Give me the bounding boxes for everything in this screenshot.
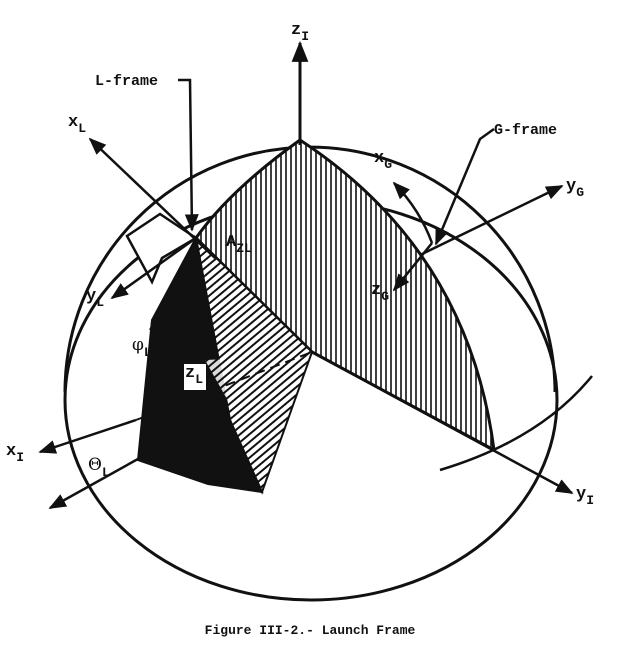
dark-sector-light-streak xyxy=(205,356,300,440)
g-frame-plane xyxy=(194,138,496,453)
y-i-label: yI xyxy=(576,485,594,508)
theta-l-ray xyxy=(48,418,209,510)
figure-caption: Figure III-2.- Launch Frame xyxy=(205,623,416,638)
a-zl-label: AZL xyxy=(226,233,252,256)
y-l-label: yL xyxy=(86,287,104,310)
g-frame-label: G-frame xyxy=(494,122,557,139)
z-g-label: zG xyxy=(371,281,389,304)
x-i-axis xyxy=(38,418,137,454)
g-frame-leader xyxy=(434,127,495,246)
l-frame-dashed-edge xyxy=(149,237,197,331)
x-g-axis xyxy=(392,181,434,244)
x-i-label: xI xyxy=(6,442,24,465)
rotation-arc xyxy=(439,375,593,472)
y-g-label: yG xyxy=(566,177,584,200)
x-g-label: xG xyxy=(374,149,392,172)
y-g-axis xyxy=(419,184,564,257)
phi-l-label: φL xyxy=(132,335,152,360)
l-frame-box xyxy=(125,212,199,285)
y-l-axis xyxy=(110,236,197,300)
l-frame-label: L-frame xyxy=(95,73,158,90)
y-i-axis xyxy=(311,350,574,495)
z-l-label-backdrop xyxy=(184,364,206,390)
z-i-label: zI xyxy=(291,21,309,44)
l-frame-leader xyxy=(178,78,199,232)
z-l-label: zL xyxy=(185,364,203,387)
theta-l-label: ΘL xyxy=(88,455,110,480)
z-g-axis xyxy=(392,242,433,292)
x-l-label: xL xyxy=(68,113,86,136)
